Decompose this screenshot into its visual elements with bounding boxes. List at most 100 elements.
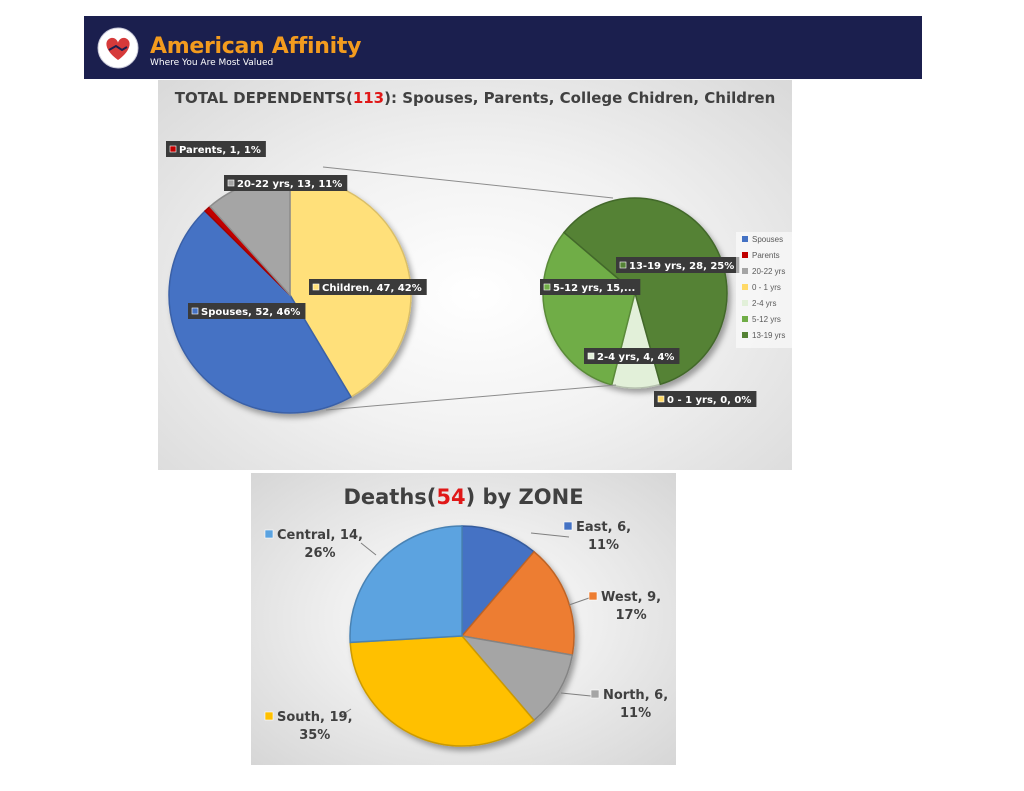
data-label-swatch <box>619 261 627 269</box>
legend-label: 0 - 1 yrs <box>752 283 781 292</box>
svg-text:Spouses, 52, 46%: Spouses, 52, 46% <box>201 307 300 318</box>
leader-line <box>530 532 570 538</box>
connector-line-bottom <box>325 384 617 411</box>
pie-slice-13-19-yrs <box>562 197 728 386</box>
chart-title-suffix: ) by ZONE <box>465 485 584 509</box>
svg-text:2-4 yrs, 4, 4%: 2-4 yrs, 4, 4% <box>597 352 674 363</box>
brand-name: American Affinity <box>150 34 362 59</box>
legend-label: 13-19 yrs <box>752 331 785 340</box>
pie <box>349 525 575 747</box>
legend-swatch <box>742 332 748 338</box>
data-label-west: West, 9, 17% <box>568 590 661 623</box>
connector-line-top <box>322 166 614 199</box>
data-label-swatch <box>543 283 551 291</box>
deaths-chart-panel: Deaths(54) by ZONE East, 6, 11% West, 9, 17… <box>251 473 676 765</box>
data-label-spouses: Spouses, 52, 46% <box>188 303 306 319</box>
data-label-swatch <box>587 352 595 360</box>
data-label-central: Central, 14, 26% <box>264 528 377 561</box>
data-label-box <box>188 303 306 319</box>
data-label-line1: West, 9, <box>601 590 661 605</box>
data-label-swatch <box>588 591 598 601</box>
data-label-children: Children, 47, 42% <box>309 279 427 295</box>
leader-line <box>560 692 592 697</box>
data-label-box <box>654 391 757 407</box>
data-label-line1: South, 19, <box>277 710 353 725</box>
svg-text:13-19 yrs, 28, 25%: 13-19 yrs, 28, 25% <box>629 261 734 272</box>
leader-line <box>568 597 590 606</box>
data-label-swatch <box>191 307 199 315</box>
svg-text:20-22 yrs, 13, 11%: 20-22 yrs, 13, 11% <box>237 179 342 190</box>
data-label-line2: 35% <box>299 728 330 743</box>
pie-slice-5-12-yrs <box>542 231 636 386</box>
chart-title: TOTAL DEPENDENTS(113): Spouses, Parents,… <box>158 89 792 107</box>
chart-title-total: 113 <box>352 89 385 107</box>
data-label-swatch <box>657 395 665 403</box>
heart-handshake-logo-icon <box>97 27 139 69</box>
legend-swatch <box>742 252 748 258</box>
chart-title: Deaths(54) by ZONE <box>251 485 676 509</box>
dependents-chart-panel: TOTAL DEPENDENTS(113): Spouses, Parents,… <box>158 80 792 470</box>
data-label-box <box>224 175 348 191</box>
data-label-east: East, 6, 11% <box>530 520 631 553</box>
data-label-0-1-yrs: 0 - 1 yrs, 0, 0% <box>654 391 757 407</box>
data-label-swatch <box>312 283 320 291</box>
data-label-line1: North, 6, <box>603 688 668 703</box>
legend-item-0-1-yrs: 0 - 1 yrs <box>742 283 781 292</box>
legend-swatch <box>742 268 748 274</box>
chart-title-total: 54 <box>436 485 466 509</box>
svg-text:5-12 yrs, 15,...: 5-12 yrs, 15,... <box>553 283 635 294</box>
brand-tagline: Where You Are Most Valued <box>150 58 274 68</box>
data-label-line1: Central, 14, <box>277 528 363 543</box>
data-label-swatch <box>563 521 573 531</box>
main-pie <box>168 176 412 414</box>
legend-item-13-19-yrs: 13-19 yrs <box>742 331 785 340</box>
legend-item-2-4-yrs: 2-4 yrs <box>742 299 776 308</box>
data-label-swatch <box>264 529 274 539</box>
svg-text:Children, 47, 42%: Children, 47, 42% <box>322 283 422 294</box>
data-label-13-19-yrs: 13-19 yrs, 28, 25% <box>616 257 740 273</box>
data-label-box <box>584 348 680 364</box>
legend-label: 5-12 yrs <box>752 315 781 324</box>
leader-line <box>338 708 352 718</box>
data-label-south: South, 19, 35% <box>264 708 353 743</box>
data-label-swatch <box>169 145 177 153</box>
data-label-swatch <box>264 711 274 721</box>
pie-of-pie-chart: Parents, 1, 1% 20-22 yrs, 13, 11% Children… <box>166 141 792 414</box>
secondary-pie <box>542 197 728 389</box>
data-label-box <box>166 141 266 157</box>
chart-title-prefix: Deaths( <box>343 485 437 509</box>
pie-slice-central <box>349 525 463 644</box>
svg-text:Parents, 1, 1%: Parents, 1, 1% <box>179 145 261 156</box>
legend-swatch <box>742 300 748 306</box>
data-label-swatch <box>590 689 600 699</box>
data-label-box <box>616 257 740 273</box>
data-label-north: North, 6, 11% <box>560 688 668 721</box>
legend-swatch <box>742 236 748 242</box>
data-label-2-4-yrs: 2-4 yrs, 4, 4% <box>584 348 680 364</box>
data-label-line2: 26% <box>304 546 335 561</box>
legend-swatch <box>742 284 748 290</box>
data-label-20-22-yrs: 20-22 yrs, 13, 11% <box>224 175 348 191</box>
legend-label: Spouses <box>752 235 783 244</box>
data-label-line2: 17% <box>615 608 646 623</box>
legend-item-spouses: Spouses <box>742 235 783 244</box>
pie-slice-north <box>460 634 574 722</box>
data-label-5-12-yrs: 5-12 yrs, 15,... <box>540 279 641 295</box>
data-label-box <box>540 279 641 295</box>
legend-label: 2-4 yrs <box>752 299 776 308</box>
data-label-line2: 11% <box>620 706 651 721</box>
data-label-line1: East, 6, <box>576 520 631 535</box>
header-banner: American Affinity Where You Are Most Val… <box>84 16 922 79</box>
legend-item-5-12-yrs: 5-12 yrs <box>742 315 781 324</box>
chart-title-suffix: ): Spouses, Parents, College Chidren, Ch… <box>384 89 776 107</box>
data-label-swatch <box>227 179 235 187</box>
chart-title-prefix: TOTAL DEPENDENTS( <box>174 89 353 107</box>
legend-label: 20-22 yrs <box>752 267 785 276</box>
data-label-box <box>309 279 427 295</box>
pie-slice-east <box>461 525 536 639</box>
legend-item-parents: Parents <box>742 251 780 260</box>
chart-legend: Spouses Parents 20-22 yrs 0 - 1 yrs 2-4 yrs 5… <box>736 232 792 348</box>
pie-slice-west <box>460 550 575 656</box>
pie-chart: East, 6, 11% West, 9, 17% North, 6, 11% South,… <box>264 520 668 747</box>
legend-item-20-22-yrs: 20-22 yrs <box>742 267 785 276</box>
